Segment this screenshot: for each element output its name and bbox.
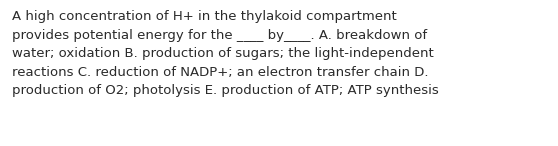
Text: A high concentration of H+ in the thylakoid compartment
provides potential energ: A high concentration of H+ in the thylak… xyxy=(12,10,439,97)
